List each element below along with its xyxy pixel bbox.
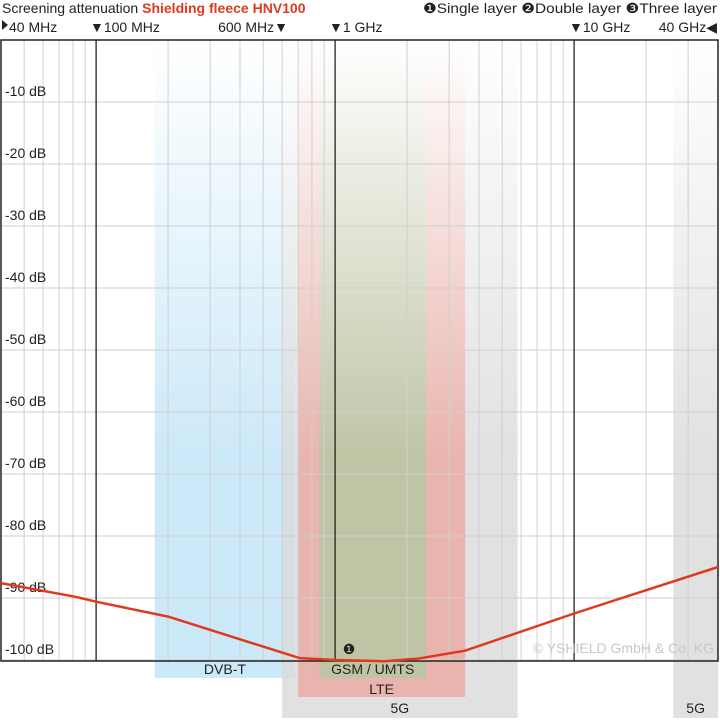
- x-tick-label-100mhz: ▼100 MHz: [90, 19, 160, 35]
- x-tick-marker: ◀: [706, 19, 717, 35]
- copyright-text: © YSHIELD GmbH & Co. KG: [533, 640, 714, 656]
- x-tick-label: 40 MHz: [9, 19, 57, 35]
- series-marker-label: ❶: [343, 641, 356, 657]
- x-tick-marker-right-triangle-icon: [2, 20, 8, 30]
- title-prefix: Screening attenuation: [2, 0, 138, 16]
- x-tick-label-600mhz: 600 MHz▼: [218, 19, 288, 35]
- x-tick-marker: ▼: [90, 19, 104, 35]
- x-tick-label: 100 MHz: [104, 19, 160, 35]
- x-tick-label-1ghz: ▼1 GHz: [329, 19, 383, 35]
- x-tick-label-40ghz: 40 GHz◀: [659, 19, 717, 35]
- x-tick-label: 1 GHz: [343, 19, 383, 35]
- band-label: LTE: [369, 681, 394, 697]
- y-tick-label: -70 dB: [5, 455, 46, 471]
- x-tick-marker: ▼: [569, 19, 583, 35]
- legend-marker-single: ❶: [423, 0, 437, 16]
- band-fade-overlay: [0, 40, 720, 460]
- legend-label-double: Double layer: [535, 0, 622, 16]
- chart-title: Screening attenuation Shielding fleece H…: [2, 0, 306, 16]
- x-tick-label: 40 GHz: [659, 19, 706, 35]
- legend-label-three: Three layer: [639, 0, 717, 16]
- band-label: DVB-T: [204, 661, 246, 677]
- x-tick-label-40mhz: 40 MHz: [9, 19, 57, 35]
- legend-marker-double: ❷: [521, 0, 535, 16]
- series-line-single-layer: [0, 565, 719, 663]
- legend-label-single: Single layer: [437, 0, 518, 16]
- x-tick-label: 600 MHz: [218, 19, 274, 35]
- x-tick-marker: ▼: [329, 19, 343, 35]
- y-tick-label: -50 dB: [5, 331, 46, 347]
- x-tick-label-10ghz: ▼10 GHz: [569, 19, 630, 35]
- y-tick-label: -100 dB: [5, 641, 54, 657]
- y-tick-label: -20 dB: [5, 145, 46, 161]
- y-tick-label: -60 dB: [5, 393, 46, 409]
- legend: ❶Single layer ❷Double layer ❸Three layer: [423, 0, 717, 16]
- y-tick-label: -40 dB: [5, 269, 46, 285]
- y-tick-label: -80 dB: [5, 517, 46, 533]
- band-label: 5G: [390, 700, 409, 716]
- title-product: Shielding fleece HNV100: [142, 0, 306, 16]
- y-tick-label: -30 dB: [5, 207, 46, 223]
- x-tick-label: 10 GHz: [583, 19, 630, 35]
- band-label: 5G: [686, 700, 705, 716]
- band-label: GSM / UMTS: [331, 661, 414, 677]
- legend-marker-three: ❸: [626, 0, 640, 16]
- x-tick-marker: ▼: [274, 19, 288, 35]
- y-tick-label: -10 dB: [5, 83, 46, 99]
